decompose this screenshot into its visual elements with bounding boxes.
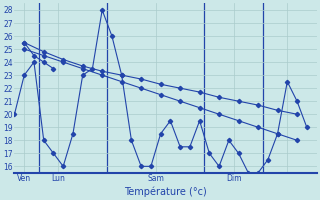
X-axis label: Température (°c): Température (°c) [124,186,207,197]
